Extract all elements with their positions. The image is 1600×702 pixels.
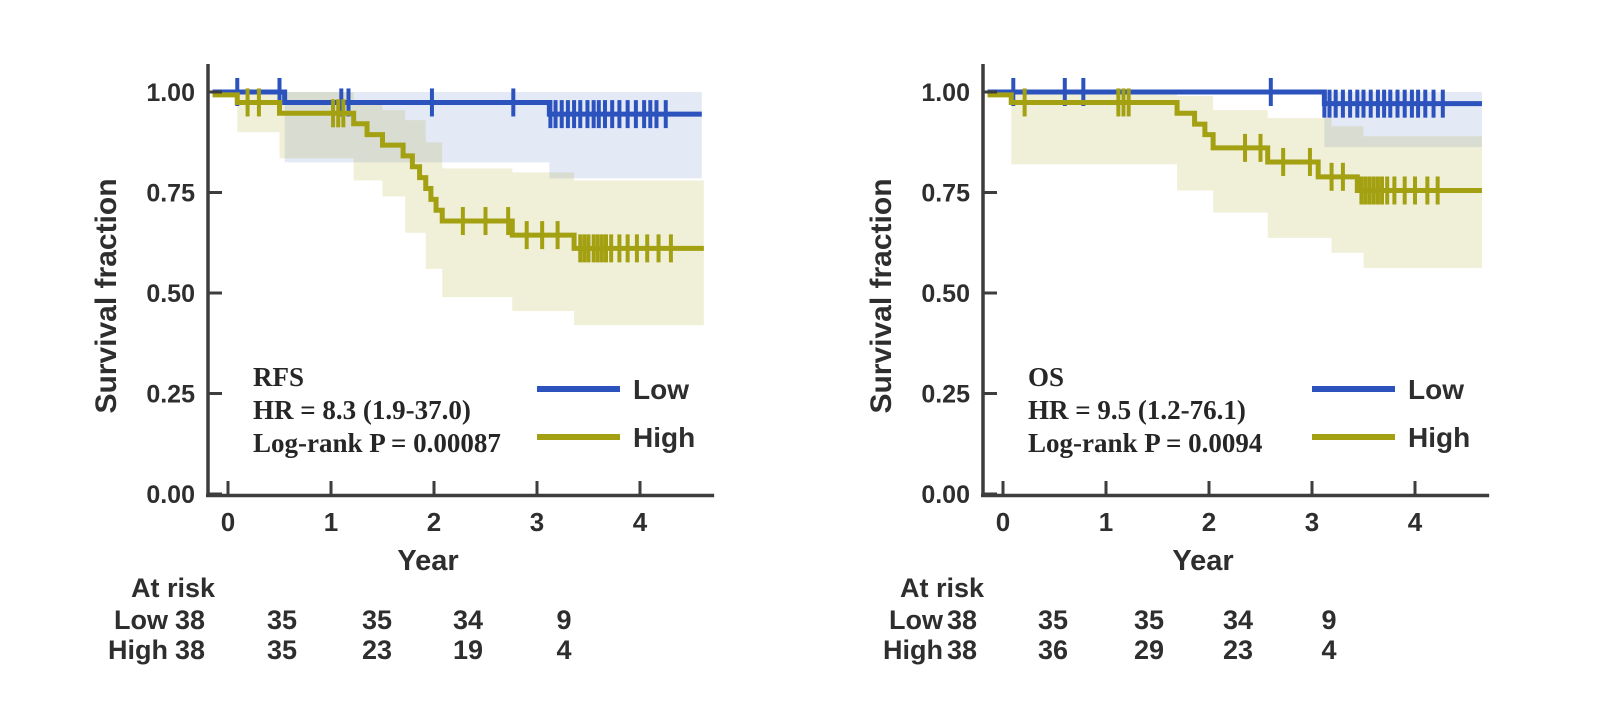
at-risk-count: 38	[947, 635, 977, 665]
censor-marks-low	[235, 78, 668, 129]
at-risk-count: 35	[362, 605, 392, 635]
survival-curve-high	[212, 92, 704, 251]
series-high	[987, 88, 1482, 205]
x-axis-title: Year	[1172, 545, 1233, 577]
logrank-p-text: Log-rank P = 0.00087	[253, 428, 501, 458]
ci-band-segment	[1177, 96, 1214, 191]
at-risk-row-low: Low 38 35 35 34 9	[114, 605, 572, 635]
at-risk-title: At risk	[131, 573, 216, 603]
y-tick-label: 0.50	[921, 280, 970, 308]
at-risk-count: 35	[267, 605, 297, 635]
x-tick-label: 0	[996, 507, 1010, 537]
x-tick-label: 2	[427, 507, 441, 537]
x-tick-label: 0	[221, 507, 235, 537]
at-risk-count: 4	[556, 635, 571, 665]
y-tick-label: 0.75	[146, 180, 195, 208]
y-tick-label: 0.75	[921, 180, 970, 208]
y-tick-label: 0.25	[146, 381, 195, 409]
y-tick-label: 0.25	[921, 381, 970, 409]
y-axis-title: Survival fraction	[865, 178, 898, 413]
at-risk-count: 34	[1223, 605, 1253, 635]
at-risk-count: 35	[267, 635, 297, 665]
legend-label-high: High	[1408, 422, 1470, 453]
at-risk-row-label: High	[883, 635, 943, 665]
x-tick-label: 3	[1305, 507, 1319, 537]
x-tick-label: 4	[633, 507, 648, 537]
axes: 1.00 0.75 0.50 0.25 0.00 0 1 2 3 4	[146, 64, 715, 537]
x-tick-label: 1	[1099, 507, 1113, 537]
y-tick-label: 1.00	[146, 79, 195, 107]
legend: Low High	[1312, 374, 1470, 453]
at-risk-count: 34	[453, 605, 483, 635]
at-risk-count: 38	[947, 605, 977, 635]
legend-label-high: High	[633, 422, 695, 453]
at-risk-count: 36	[1038, 635, 1068, 665]
hazard-ratio-text: HR = 9.5 (1.2-76.1)	[1028, 395, 1246, 425]
at-risk-count: 4	[1321, 635, 1336, 665]
at-risk-count: 9	[1321, 605, 1336, 635]
at-risk-row-label: High	[108, 635, 168, 665]
at-risk-title: At risk	[900, 573, 985, 603]
at-risk-count: 38	[175, 605, 205, 635]
censor-marks-high	[245, 88, 673, 263]
y-tick-label: 0.50	[146, 280, 195, 308]
at-risk-count: 9	[556, 605, 571, 635]
ci-band-segment	[442, 168, 513, 298]
series-low	[212, 78, 702, 129]
censor-marks-high	[1022, 88, 1440, 205]
at-risk-row-label: Low	[114, 605, 169, 635]
x-axis-title: Year	[397, 545, 458, 577]
at-risk-count: 38	[175, 635, 205, 665]
at-risk-count: 35	[1038, 605, 1068, 635]
x-tick-label: 2	[1202, 507, 1216, 537]
survival-curve-high	[987, 92, 1482, 193]
y-axis-title: Survival fraction	[90, 178, 123, 413]
at-risk-row-high: High 38 35 23 19 4	[108, 635, 572, 665]
y-tick-label: 0.00	[921, 481, 970, 509]
x-tick-label: 4	[1408, 507, 1423, 537]
ci-band-segment	[574, 180, 704, 326]
at-risk-count: 23	[362, 635, 392, 665]
at-risk-count: 35	[1134, 605, 1164, 635]
ci-band-segment	[382, 110, 406, 197]
at-risk-row-low: Low 38 35 35 34 9	[889, 605, 1337, 635]
logrank-p-text: Log-rank P = 0.0094	[1028, 428, 1262, 458]
axes: 1.00 0.75 0.50 0.25 0.00 0 1 2 3 4	[921, 64, 1490, 537]
ci-band-segment	[353, 104, 383, 181]
legend: Low High	[537, 374, 695, 453]
series-high	[212, 88, 704, 263]
x-tick-label: 3	[530, 507, 544, 537]
at-risk-row-label: Low	[889, 605, 944, 635]
legend-label-low: Low	[1408, 374, 1464, 405]
endpoint-label: OS	[1028, 362, 1064, 392]
at-risk-count: 19	[453, 635, 483, 665]
endpoint-label: RFS	[253, 362, 304, 392]
legend-label-low: Low	[633, 374, 689, 405]
ci-band-segment	[405, 120, 426, 233]
at-risk-count: 23	[1223, 635, 1253, 665]
hazard-ratio-text: HR = 8.3 (1.9-37.0)	[253, 395, 471, 425]
y-tick-label: 1.00	[921, 79, 970, 107]
x-tick-label: 1	[324, 507, 338, 537]
at-risk-row-high: High 38 36 29 23 4	[883, 635, 1337, 665]
at-risk-count: 29	[1134, 635, 1164, 665]
y-tick-label: 0.00	[146, 481, 195, 509]
